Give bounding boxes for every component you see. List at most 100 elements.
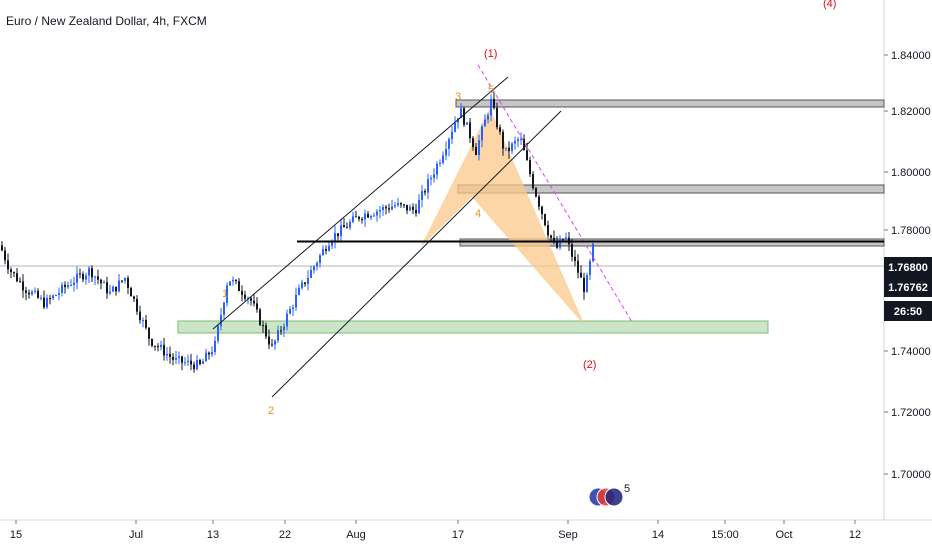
time-tick-label: 13 [207,529,219,541]
candle-body [457,118,459,123]
candle-body [442,155,444,163]
wave-label: (4) [823,0,836,10]
candle-body [376,211,378,216]
wave-label: 5 [488,84,494,96]
candle-body [19,281,21,283]
candle-body [4,250,6,261]
candle-body [406,204,408,211]
time-tick-label: 17 [452,529,464,541]
candle-body [79,273,81,275]
candle-body [73,282,75,286]
candle-body [583,277,585,293]
candle-body [61,284,63,293]
candle-body [28,292,30,295]
candle-body [484,119,486,127]
candle-body [130,287,132,297]
candle-body [502,131,504,149]
candle-body [373,215,375,217]
candle-body [361,218,363,220]
price-tick-label: 1.80000 [891,167,931,179]
channel-lower [271,110,562,398]
candle-body [184,362,186,364]
candle-body [100,279,102,284]
candle-body [562,239,564,241]
dashed-trendline [477,64,633,323]
candle-body [439,162,441,164]
candle-body [181,356,183,363]
time-tick-label: 15 [10,529,22,541]
candle-body [85,275,87,280]
candle-body [187,360,189,363]
candle-body [526,150,528,161]
price-tag-label: 26:50 [894,306,922,318]
candle-body [250,298,252,301]
candle-body [490,98,492,116]
candle-body [310,270,312,278]
wave-labels: (1) (2) (4) 1 2 3 4 5 [222,0,836,417]
candle-body [223,302,225,315]
candle-body [559,239,561,248]
candle-body [169,354,171,357]
wave-label: 3 [455,91,461,103]
candle-body [274,340,276,345]
candle-body [565,237,567,240]
candle-body [22,281,24,291]
candle-body [34,290,36,292]
candle-body [208,352,210,355]
candle-body [286,313,288,327]
candle-body [292,307,294,309]
candle-body [238,281,240,291]
candle-body [229,281,231,286]
candle-body [64,284,66,288]
candle-body [262,325,264,327]
candle-body [451,131,453,140]
candle-body [544,214,546,226]
candle-body [1,245,3,251]
events-icon[interactable]: 5 [588,483,630,507]
candle-body [199,360,201,364]
candle-body [235,279,237,282]
candle-body [94,276,96,278]
candle-body [331,241,333,246]
candle-body [178,356,180,358]
candle-body [295,294,297,308]
price-tag-label: 1.76762 [888,282,928,294]
candle-body [127,277,129,288]
candle-body [454,122,456,132]
candle-body [382,206,384,211]
candle-body [160,344,162,348]
candle-body [265,325,267,337]
candle-body [385,206,387,209]
candle-body [268,336,270,345]
candle-body [70,285,72,287]
candle-body [553,237,555,242]
candle-body [535,188,537,197]
price-tags: 1.76800 1.76762 26:50 [884,257,932,321]
wave-label: 1 [222,288,228,300]
candle-body [571,244,573,257]
candle-body [577,260,579,273]
candles-layer [1,91,594,373]
candle-body [10,269,12,273]
candle-body [520,138,522,140]
wave-label: (2) [583,359,596,371]
candle-body [508,147,510,152]
candle-body [301,282,303,288]
chart-title: Euro / New Zealand Dollar, 4h, FXCM [6,14,207,28]
candle-body [478,140,480,156]
candle-body [58,292,60,296]
candle-body [379,210,381,212]
candle-body [205,352,207,362]
candle-body [499,127,501,132]
candle-body [355,216,357,218]
candle-body [589,260,591,275]
candle-body [388,208,390,210]
candle-body [493,98,495,108]
time-tick-label: Sep [558,529,578,541]
candle-body [529,160,531,175]
candle-body [109,291,111,294]
candle-body [217,326,219,341]
candle-body [496,107,498,128]
price-tag-label: 1.76800 [888,262,928,274]
